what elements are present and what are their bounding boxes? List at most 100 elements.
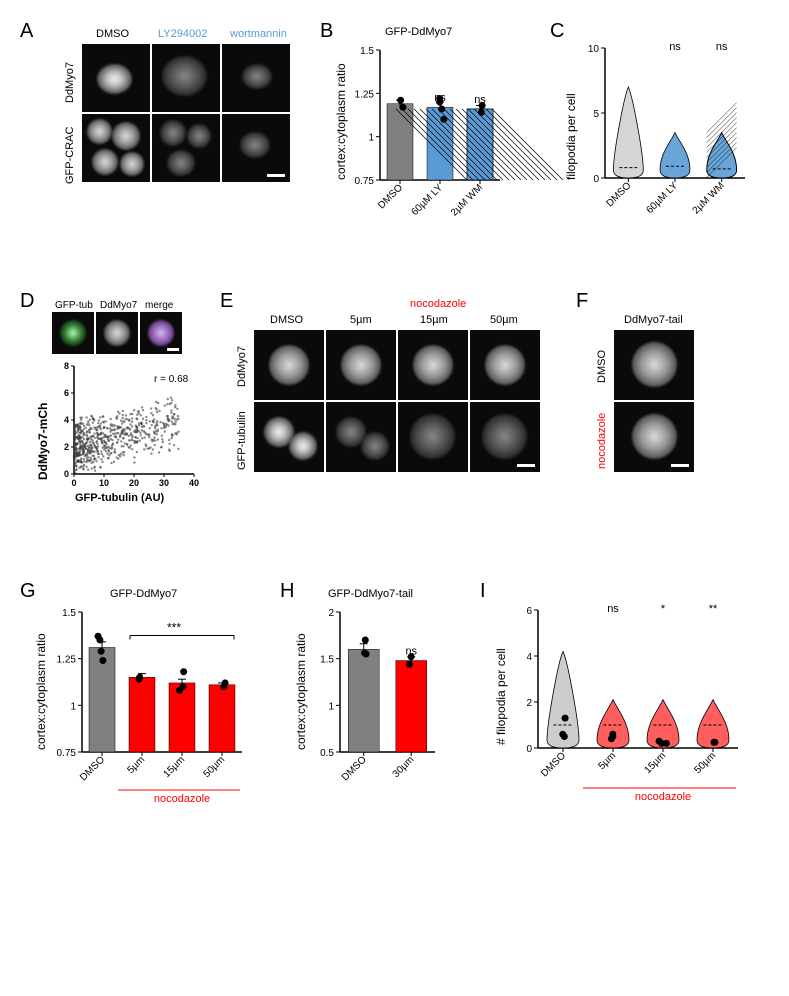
micrograph: [614, 402, 694, 472]
svg-text:0.75: 0.75: [355, 176, 375, 187]
panel-c-label: C: [550, 20, 564, 43]
panel-d-img2: merge: [145, 300, 173, 311]
svg-text:30µm: 30µm: [391, 754, 417, 780]
panel-d-img1: DdMyo7: [100, 300, 137, 311]
micrograph: [140, 312, 182, 354]
micrograph: [152, 114, 220, 182]
panel-i-ylabel: # filopodia per cell: [494, 615, 508, 745]
svg-text:6: 6: [526, 606, 532, 617]
panel-a-col0: DMSO: [96, 28, 129, 40]
panel-a-col1: LY294002: [158, 28, 207, 40]
panel-e-row0: DdMyo7: [236, 332, 248, 402]
micrograph: [326, 402, 396, 472]
svg-text:1: 1: [70, 701, 76, 712]
svg-text:1.5: 1.5: [360, 46, 374, 57]
svg-text:4: 4: [526, 652, 532, 663]
micrograph: [614, 330, 694, 400]
panel-b-ylabel: cortex:cytoplasm ratio: [334, 60, 348, 180]
svg-text:8: 8: [64, 361, 69, 371]
panel-h-chart: 0.511.52DMSOns30µm: [310, 600, 460, 810]
svg-text:60µM LY: 60µM LY: [644, 180, 680, 216]
panel-g-chart: 0.7511.251.5DMSO5µm15µm50µmnocodazole***: [50, 600, 260, 810]
svg-text:1.25: 1.25: [57, 655, 77, 666]
panel-b-title: GFP-DdMyo7: [385, 26, 452, 38]
panel-e-label: E: [220, 290, 233, 313]
panel-g-label: G: [20, 580, 36, 603]
svg-text:ns: ns: [607, 603, 619, 615]
svg-text:0.75: 0.75: [57, 748, 77, 759]
svg-text:ns: ns: [434, 92, 446, 104]
micrograph: [222, 44, 290, 112]
svg-text:DMSO: DMSO: [604, 180, 633, 209]
panel-i-label: I: [480, 580, 486, 603]
panel-i-chart: 0246DMSOns5µm*15µm**50µmnocodazole: [510, 592, 760, 812]
panel-f-label: F: [576, 290, 588, 313]
micrograph: [254, 330, 324, 400]
panel-h-label: H: [280, 580, 294, 603]
svg-text:DMSO: DMSO: [78, 754, 107, 783]
svg-text:30: 30: [159, 478, 169, 488]
svg-text:1: 1: [328, 701, 334, 712]
panel-b-chart: 0.7511.251.5DMSOns60µM LYns2µM WM: [350, 40, 520, 240]
panel-b-label: B: [320, 20, 333, 43]
svg-text:0: 0: [593, 174, 599, 185]
svg-text:2: 2: [64, 442, 69, 452]
svg-text:5µm: 5µm: [125, 754, 147, 776]
svg-text:1: 1: [368, 133, 374, 144]
svg-text:ns: ns: [669, 41, 681, 53]
panel-e-col0: DMSO: [270, 314, 303, 326]
svg-text:ns: ns: [716, 41, 728, 53]
svg-text:4: 4: [64, 415, 69, 425]
svg-text:40: 40: [189, 478, 199, 488]
svg-text:10: 10: [588, 44, 600, 55]
svg-text:5: 5: [593, 109, 599, 120]
panel-e-col1: 5µm: [350, 314, 372, 326]
svg-text:2: 2: [526, 698, 532, 709]
svg-text:**: **: [709, 603, 718, 615]
svg-text:1.5: 1.5: [62, 608, 76, 619]
svg-text:0: 0: [71, 478, 76, 488]
svg-text:2µM WM: 2µM WM: [691, 180, 727, 216]
svg-text:0: 0: [64, 469, 69, 479]
panel-e-col3: 50µm: [490, 314, 518, 326]
svg-text:15µm: 15µm: [643, 750, 669, 776]
scalebar: [671, 464, 689, 467]
micrograph: [152, 44, 220, 112]
micrograph: [222, 114, 290, 182]
svg-text:DMSO: DMSO: [376, 182, 405, 211]
panel-a-row0: DdMyo7: [64, 48, 76, 118]
svg-text:ns: ns: [474, 94, 486, 106]
micrograph: [254, 402, 324, 472]
scalebar: [167, 348, 179, 351]
svg-text:ns: ns: [405, 646, 417, 658]
svg-text:DMSO: DMSO: [539, 750, 568, 779]
micrograph: [96, 312, 138, 354]
panel-f-title: DdMyo7-tail: [624, 314, 683, 326]
panel-g-ylabel: cortex:cytoplasm ratio: [34, 620, 48, 750]
panel-c-ylabel: filopodia per cell: [564, 60, 578, 180]
svg-text:60µM LY: 60µM LY: [409, 182, 445, 218]
micrograph: [470, 330, 540, 400]
panel-c-chart: 0 5 10 DMSO ns 60µM LY ns 2µM WM: [580, 30, 760, 240]
micrograph: [398, 330, 468, 400]
panel-e-col2: 15µm: [420, 314, 448, 326]
micrograph: [326, 330, 396, 400]
svg-text:2: 2: [328, 608, 334, 619]
micrograph: [52, 312, 94, 354]
svg-text:2µM WM: 2µM WM: [449, 182, 485, 218]
panel-d-xlabel: GFP-tubulin (AU): [75, 492, 164, 504]
svg-text:50µm: 50µm: [693, 750, 719, 776]
panel-a-label: A: [20, 20, 33, 43]
scalebar: [267, 174, 285, 177]
svg-text:***: ***: [167, 620, 181, 634]
panel-d-chart: 02468010203040r = 0.68: [52, 362, 212, 492]
svg-text:nocodazole: nocodazole: [635, 791, 691, 803]
svg-text:15µm: 15µm: [162, 754, 188, 780]
svg-text:0: 0: [526, 744, 532, 755]
panel-d-label: D: [20, 290, 34, 313]
micrograph: [82, 114, 150, 182]
figure-root: A DMSO LY294002 wortmannin DdMyo7 GFP-CR…: [20, 20, 769, 976]
panel-d-img0: GFP-tub: [55, 300, 93, 311]
panel-h-ylabel: cortex:cytoplasm ratio: [294, 620, 308, 750]
panel-a-col2: wortmannin: [230, 28, 287, 40]
